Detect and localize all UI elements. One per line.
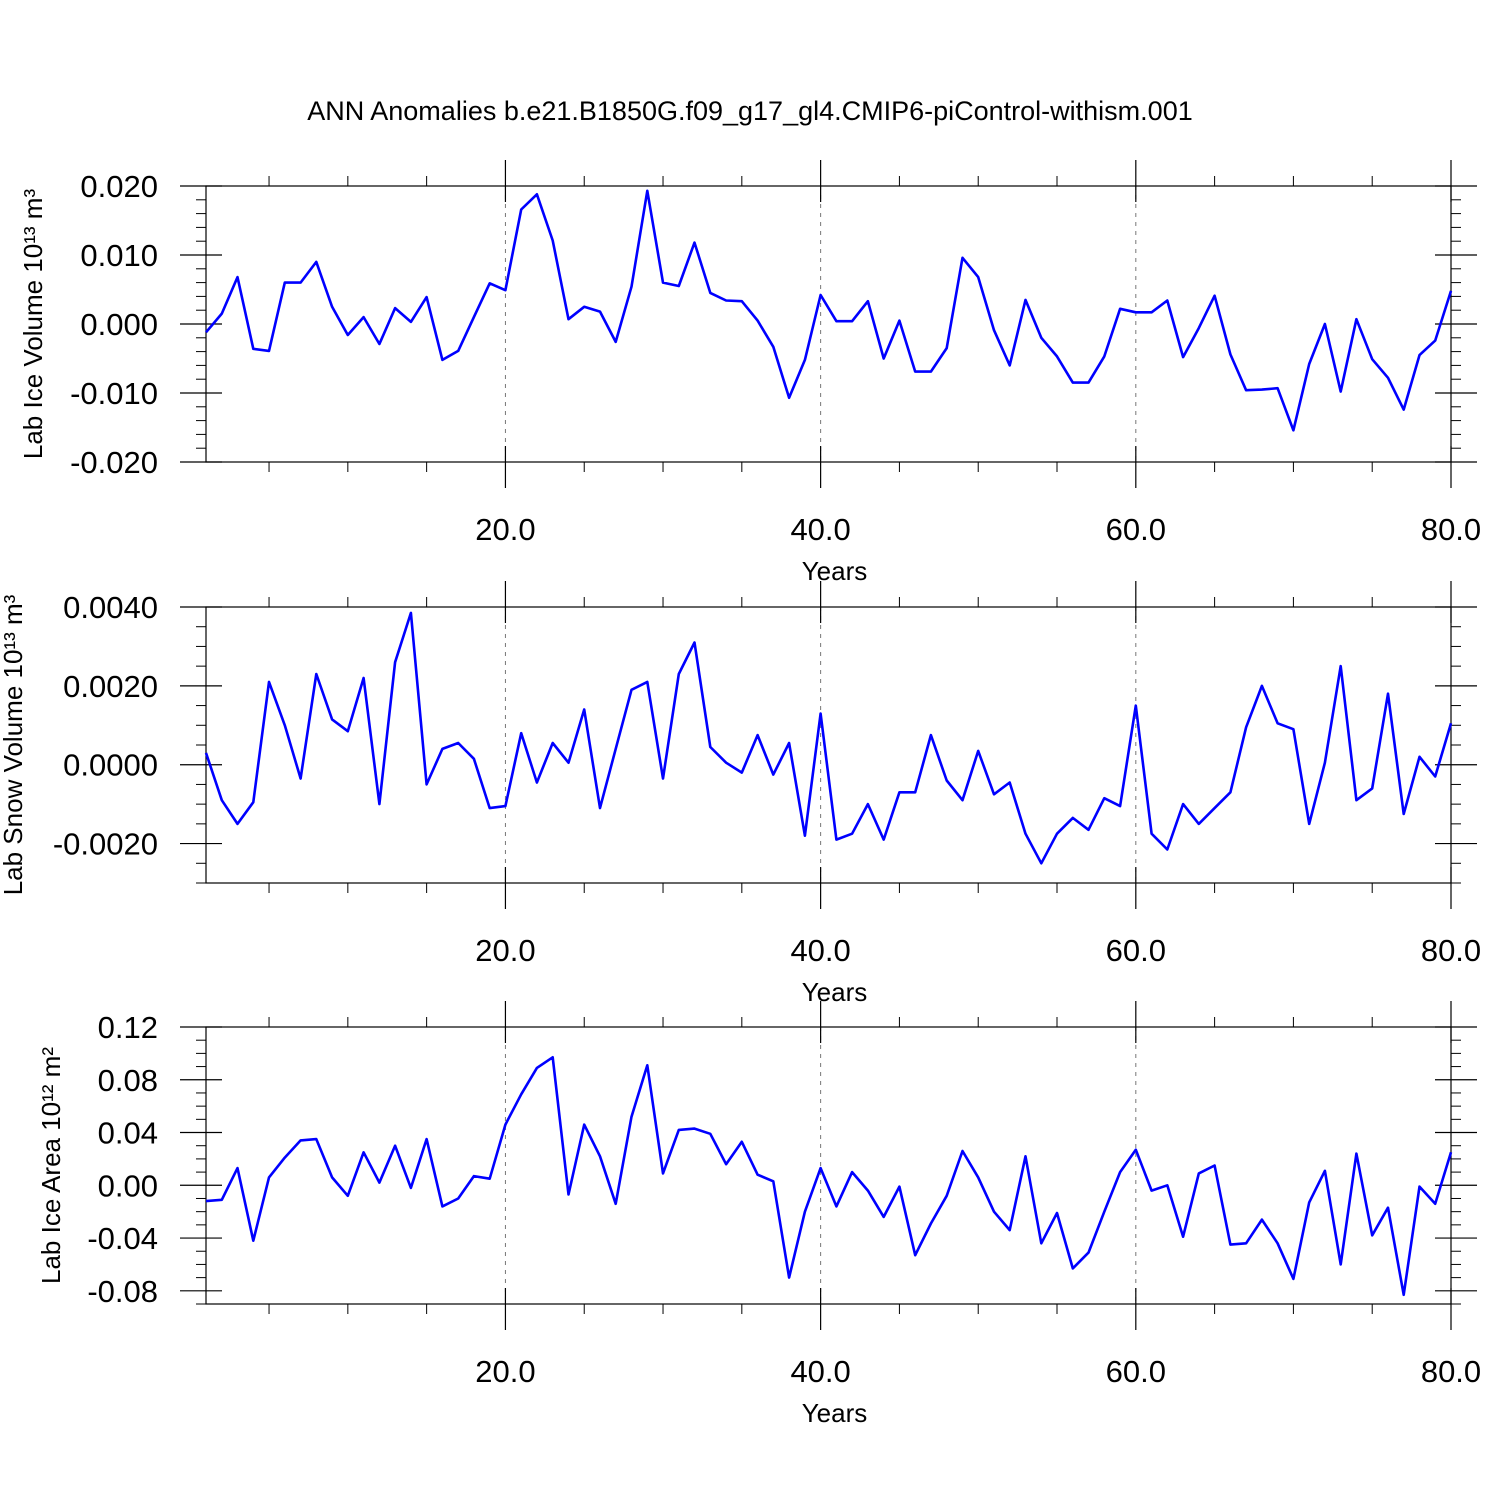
x-tick-label: 40.0 [790, 933, 850, 968]
y-tick-label: -0.010 [70, 376, 158, 411]
series-line-lab-ice-volume-10-m [205, 189, 1453, 432]
y-tick-label: -0.08 [87, 1274, 158, 1309]
panel-lab-snow-volume: 20.0 40.0 60.0 80.0 -0.0020 0.0000 0.0020 0.004… [0, 581, 1481, 1007]
y-tick-label: 0.04 [98, 1116, 158, 1151]
x-tick-label: 60.0 [1106, 512, 1166, 547]
y-tick-label: -0.020 [70, 445, 158, 480]
y-tick-label: 0.0000 [63, 748, 158, 783]
y-axis-title: Lab Ice Area 10¹² m² [36, 1047, 66, 1284]
y-tick-label: -0.0020 [53, 827, 158, 862]
y-tick-label: 0.000 [80, 307, 158, 342]
series-line-lab-ice-area-10-m [205, 1056, 1453, 1297]
x-axis-title: Years [802, 977, 868, 1007]
y-tick-label: -0.04 [87, 1221, 158, 1256]
y-axis-title: Lab Snow Volume 10¹³ m³ [0, 594, 28, 895]
x-tick-label: 40.0 [790, 1354, 850, 1389]
x-tick-label: 80.0 [1421, 1354, 1481, 1389]
y-tick-label: 0.020 [80, 169, 158, 204]
x-tick-label: 60.0 [1106, 1354, 1166, 1389]
y-tick-label: 0.010 [80, 238, 158, 273]
panel-lab-ice-volume: 20.0 40.0 60.0 80.0 -0.020 -0.010 0.000 0.010 0.… [18, 160, 1481, 586]
x-tick-label: 60.0 [1106, 933, 1166, 968]
x-tick-label: 20.0 [475, 933, 535, 968]
y-tick-label: 0.0020 [63, 669, 158, 704]
plot-frame [205, 1026, 1452, 1305]
y-axis-title: Lab Ice Volume 10¹³ m³ [18, 189, 48, 460]
panel-lab-ice-area: 20.0 40.0 60.0 80.0 -0.08 -0.04 0.00 0.04 0.08 0.… [36, 1001, 1481, 1428]
series-line-lab-snow-volume-10-m [204, 611, 1453, 865]
x-tick-label: 40.0 [790, 512, 850, 547]
plot-frame [205, 606, 1452, 884]
x-axis-title: Years [802, 556, 868, 586]
plot-frame [205, 185, 1452, 463]
y-tick-label: 0.12 [98, 1010, 158, 1045]
x-tick-label: 80.0 [1421, 933, 1481, 968]
x-tick-label: 80.0 [1421, 512, 1481, 547]
chart-title: ANN Anomalies b.e21.B1850G.f09_g17_gl4.C… [307, 96, 1193, 126]
x-tick-label: 20.0 [475, 512, 535, 547]
y-tick-label: 0.0040 [63, 590, 158, 625]
x-axis-title: Years [802, 1398, 868, 1428]
x-tick-label: 20.0 [475, 1354, 535, 1389]
y-tick-label: 0.08 [98, 1063, 158, 1098]
y-tick-label: 0.00 [98, 1168, 158, 1203]
